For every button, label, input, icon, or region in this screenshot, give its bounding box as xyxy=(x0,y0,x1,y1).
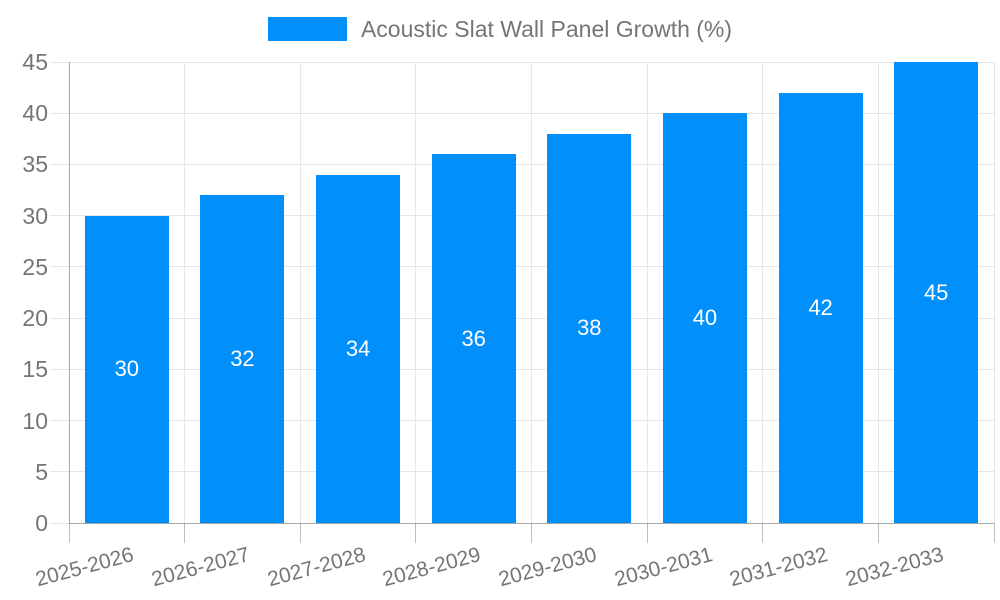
y-axis-label: 10 xyxy=(22,407,48,434)
x-axis-label: 2029-2030 xyxy=(496,543,600,592)
bar[interactable]: 32 xyxy=(200,195,285,523)
x-tick xyxy=(299,523,301,543)
x-gridline xyxy=(646,62,648,523)
y-gridline xyxy=(50,61,994,63)
x-axis-label: 2028-2029 xyxy=(380,543,484,592)
plot-area: 30 32 34 36 38 40 42 45 xyxy=(50,61,995,543)
x-tick xyxy=(531,523,532,543)
y-axis-label: 5 xyxy=(35,458,48,485)
y-gridline xyxy=(50,215,994,217)
legend-swatch-icon xyxy=(267,17,347,41)
y-axis-line xyxy=(69,62,70,523)
x-axis-label: 2026-2027 xyxy=(149,543,253,592)
x-tick xyxy=(993,523,995,543)
x-gridline xyxy=(993,62,995,523)
bar-value-label: 42 xyxy=(808,294,833,320)
x-tick xyxy=(415,523,417,543)
x-gridline xyxy=(184,62,186,523)
y-axis-label: 20 xyxy=(22,305,48,332)
y-gridline xyxy=(50,368,994,370)
y-gridline xyxy=(50,163,994,165)
bar[interactable]: 30 xyxy=(84,215,169,523)
bar[interactable]: 40 xyxy=(662,113,747,523)
x-gridline xyxy=(531,62,532,523)
x-axis-label: 2025-2026 xyxy=(33,543,137,592)
y-gridline xyxy=(50,420,994,422)
y-axis-label: 40 xyxy=(22,100,48,127)
bar-value-label: 34 xyxy=(345,335,371,361)
legend[interactable]: Acoustic Slat Wall Panel Growth (%) xyxy=(0,16,1000,42)
bar-value-label: 45 xyxy=(923,279,949,305)
y-gridline xyxy=(50,266,994,268)
x-axis-label: 2027-2028 xyxy=(264,543,368,592)
y-gridline xyxy=(50,317,994,319)
x-gridline xyxy=(299,62,301,523)
bar-value-label: 38 xyxy=(577,315,602,341)
x-gridline xyxy=(415,62,417,523)
x-gridline xyxy=(877,62,879,523)
bar[interactable]: 38 xyxy=(547,133,632,523)
y-gridline xyxy=(50,112,994,114)
x-axis-line xyxy=(69,523,994,524)
x-gridline xyxy=(762,62,764,523)
legend-label: Acoustic Slat Wall Panel Growth (%) xyxy=(360,16,733,42)
bar[interactable]: 34 xyxy=(316,174,401,523)
x-axis-label: 2031-2032 xyxy=(727,543,831,592)
bar-value-label: 30 xyxy=(114,356,140,382)
x-tick xyxy=(646,523,648,543)
y-axis-label: 35 xyxy=(22,151,48,178)
y-axis-label: 45 xyxy=(22,49,48,75)
bar[interactable]: 36 xyxy=(431,154,516,523)
x-axis-label: 2032-2033 xyxy=(842,543,946,592)
x-tick xyxy=(762,523,764,543)
x-tick xyxy=(68,523,70,543)
x-axis-label: 2030-2031 xyxy=(611,543,715,592)
y-axis-label: 30 xyxy=(22,202,48,229)
bar-value-label: 36 xyxy=(461,325,486,351)
x-tick xyxy=(184,523,186,543)
y-axis-label: 0 xyxy=(35,510,48,536)
y-axis-label: 25 xyxy=(22,253,48,280)
y-axis-label: 15 xyxy=(22,356,48,383)
y-gridline xyxy=(50,471,994,473)
bar[interactable]: 42 xyxy=(778,92,863,523)
bar-value-label: 32 xyxy=(230,346,255,372)
x-tick xyxy=(877,523,879,543)
bar-value-label: 40 xyxy=(692,305,718,331)
bar[interactable]: 45 xyxy=(894,62,979,523)
